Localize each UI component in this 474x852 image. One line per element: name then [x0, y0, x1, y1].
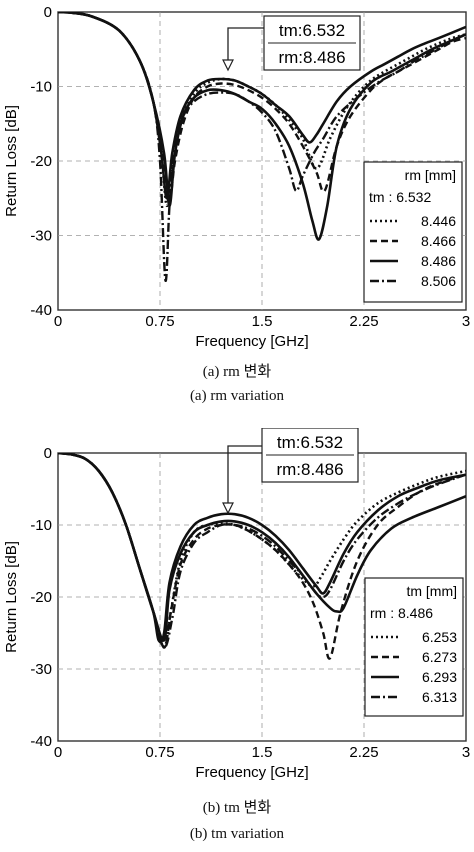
y-tick-label: -10	[30, 517, 52, 534]
x-tick-label: 3	[462, 744, 470, 761]
caption-ko-a: (a) rm 변화	[202, 364, 272, 380]
annotation-arrow-head	[222, 59, 234, 72]
y-tick-label: -20	[30, 589, 52, 606]
x-tick-label: 0.75	[145, 744, 174, 761]
annotation-text: rm:8.486	[276, 460, 343, 479]
chart-panel-b: 0 0.75 1.5 2.25 3 0 -10 -20 -30 -40 Frequency [GHz…	[0, 428, 474, 852]
legend-entry-6.293: 6.293	[422, 669, 457, 685]
y-tick-label: 0	[44, 4, 52, 21]
series-group	[58, 12, 466, 282]
x-tick-label: 3	[462, 313, 470, 330]
return-loss-chart-a: 0 0.75 1.5 2.25 3 0 -10 -20 -30 -40 Frequency [GHz…	[3, 4, 470, 350]
annotation-text: tm:6.532	[277, 433, 343, 452]
x-tick-label: 1.5	[252, 744, 273, 761]
legend-entry-6.253: 6.253	[422, 629, 457, 645]
annotation-text: rm:8.486	[278, 48, 345, 67]
annotation-text: tm:6.532	[279, 21, 345, 40]
x-tick-label: 0.75	[145, 313, 174, 330]
legend-entry-6.313: 6.313	[422, 689, 457, 705]
legend-entry-6.273: 6.273	[422, 649, 457, 665]
y-tick-label: -10	[30, 79, 52, 96]
y-tick-label: 0	[44, 445, 52, 462]
return-loss-chart-b: 0 0.75 1.5 2.25 3 0 -10 -20 -30 -40 Frequency [GHz…	[3, 428, 470, 781]
y-tick-label: -30	[30, 228, 52, 245]
x-tick-label: 1.5	[252, 313, 273, 330]
legend-entry-8.446: 8.446	[421, 213, 456, 229]
series-line-reference-4	[58, 453, 466, 642]
legend-title: rm [mm]	[405, 167, 456, 183]
legend-fixed-param: rm : 8.486	[370, 605, 433, 621]
y-tick-label: -40	[30, 302, 52, 319]
x-tick-label: 0	[54, 744, 62, 761]
legend-fixed-param: tm : 6.532	[369, 189, 431, 205]
x-tick-label: 0	[54, 313, 62, 330]
x-axis-label: Frequency [GHz]	[195, 333, 308, 350]
series-group	[58, 453, 466, 660]
y-tick-label: -20	[30, 153, 52, 170]
annotation-arrow-line	[227, 27, 264, 61]
series-line-reference-4	[58, 12, 466, 241]
y-axis-label: Return Loss [dB]	[3, 105, 20, 217]
legend-entry-8.466: 8.466	[421, 233, 456, 249]
caption-en-b: (b) tm variation	[189, 826, 285, 842]
annotation-arrow-line	[227, 445, 262, 504]
y-axis-label: Return Loss [dB]	[3, 541, 20, 653]
caption-ko-b: (b) tm 변화	[202, 800, 272, 816]
legend-entry-8.506: 8.506	[421, 273, 456, 289]
chart-panel-a: 0 0.75 1.5 2.25 3 0 -10 -20 -30 -40 Frequency [GHz…	[0, 0, 474, 420]
annotation-arrow-head	[222, 502, 234, 515]
y-tick-label: -30	[30, 661, 52, 678]
caption-en-a: (a) rm variation	[189, 388, 285, 404]
x-tick-label: 2.25	[349, 744, 378, 761]
x-axis-label: Frequency [GHz]	[195, 764, 308, 781]
y-tick-label: -40	[30, 733, 52, 750]
legend-entry-8.486: 8.486	[421, 253, 456, 269]
x-tick-label: 2.25	[349, 313, 378, 330]
legend-title: tm [mm]	[406, 583, 457, 599]
legend-box	[364, 577, 464, 717]
legend-box	[363, 161, 463, 303]
